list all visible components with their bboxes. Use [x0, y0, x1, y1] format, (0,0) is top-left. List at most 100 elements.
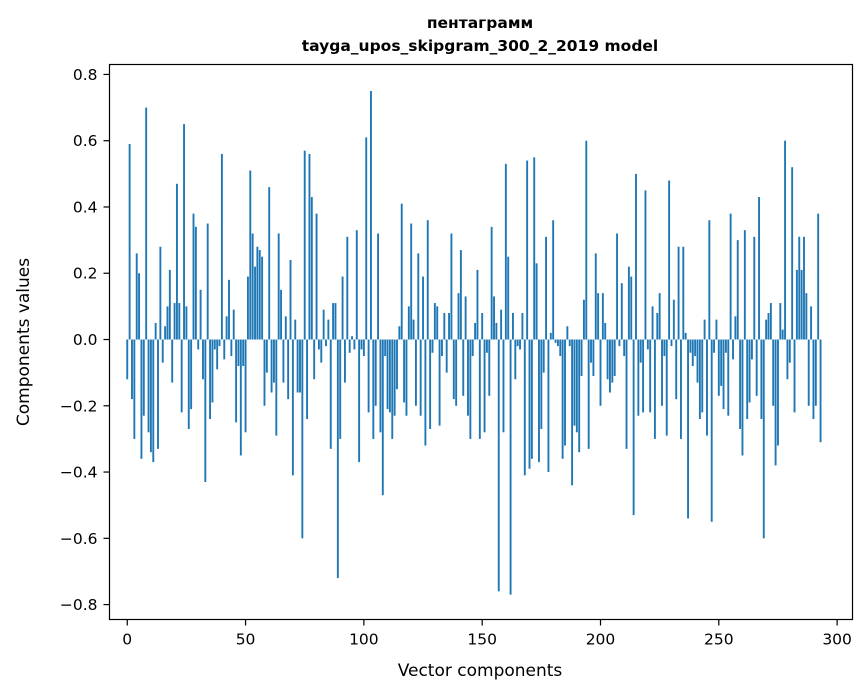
bar-184 [561, 339, 564, 459]
x-tick-label: 100 [349, 631, 379, 649]
bar-43 [228, 279, 230, 340]
bar-100 [362, 339, 365, 357]
bar-274 [774, 339, 777, 466]
x-tick-label: 0 [122, 631, 132, 649]
bar-291 [814, 339, 817, 406]
bar-39 [218, 339, 221, 347]
bar-8 [145, 107, 148, 340]
bar-190 [575, 339, 578, 433]
bar-164 [514, 339, 517, 380]
bar-223 [653, 339, 656, 439]
bar-243 [701, 339, 704, 413]
bar-96 [353, 339, 356, 350]
bar-220 [646, 339, 649, 350]
bar-112 [391, 339, 394, 439]
bar-9 [147, 339, 150, 433]
bar-224 [656, 313, 659, 340]
bar-247 [710, 339, 713, 522]
bar-36 [211, 339, 214, 403]
bar-134 [443, 313, 446, 340]
bar-111 [388, 339, 391, 413]
bar-51 [246, 276, 249, 340]
bar-25 [185, 306, 188, 340]
bar-55 [256, 246, 259, 340]
bar-180 [552, 220, 555, 340]
bar-130 [433, 303, 436, 340]
bar-107 [379, 339, 382, 433]
bar-28 [192, 213, 195, 340]
bar-123 [417, 253, 420, 340]
chart-title: пентаграмм [427, 14, 533, 32]
bar-185 [564, 339, 566, 446]
bar-173 [535, 263, 538, 340]
bar-161 [507, 256, 510, 340]
bar-31 [199, 289, 202, 340]
bar-41 [223, 339, 226, 360]
bar-57 [261, 256, 264, 340]
bar-3 [133, 339, 136, 439]
bar-282 [793, 339, 796, 413]
y-axis-label: Components values [14, 258, 34, 426]
x-tick-label: 50 [236, 631, 256, 649]
bar-270 [765, 319, 768, 340]
bar-85 [327, 319, 330, 340]
bar-101 [365, 137, 368, 340]
bar-152 [485, 339, 488, 353]
bar-286 [803, 236, 805, 340]
bar-183 [559, 339, 562, 357]
bar-181 [554, 339, 557, 343]
bar-237 [687, 339, 689, 519]
bar-114 [396, 339, 398, 390]
bar-150 [481, 313, 484, 340]
bar-118 [405, 339, 408, 416]
bar-32 [202, 339, 204, 380]
bar-126 [424, 339, 427, 446]
bar-104 [372, 339, 375, 439]
bar-133 [441, 339, 443, 357]
bar-74 [301, 339, 304, 539]
bar-202 [604, 322, 607, 340]
bar-5 [138, 273, 141, 340]
bar-222 [651, 306, 654, 340]
bar-227 [663, 339, 666, 357]
bar-154 [490, 226, 493, 340]
bar-234 [680, 339, 682, 439]
bar-229 [668, 180, 671, 340]
bar-46 [235, 339, 238, 423]
bar-233 [677, 246, 680, 340]
bar-151 [483, 339, 486, 433]
bar-7 [142, 339, 145, 416]
bar-210 [623, 339, 626, 357]
bar-149 [478, 339, 481, 439]
bar-88 [334, 303, 337, 340]
bar-278 [784, 140, 787, 340]
bar-110 [386, 339, 389, 410]
bar-168 [523, 339, 526, 476]
bar-26 [187, 339, 190, 429]
bar-139 [455, 339, 458, 406]
bar-103 [370, 91, 372, 340]
bar-290 [812, 339, 815, 420]
bar-194 [585, 140, 588, 340]
bar-287 [805, 293, 808, 340]
bar-78 [310, 197, 313, 340]
bar-218 [642, 339, 645, 413]
bar-113 [393, 339, 396, 416]
bar-279 [786, 339, 789, 380]
bar-65 [280, 289, 282, 340]
bar-77 [308, 153, 311, 340]
bar-86 [329, 339, 332, 449]
bar-21 [175, 183, 178, 340]
bar-245 [706, 339, 708, 436]
bar-138 [452, 339, 455, 400]
bar-206 [613, 339, 616, 376]
bar-34 [206, 223, 209, 340]
bar-27 [190, 339, 193, 410]
bar-61 [270, 339, 273, 393]
bar-143 [464, 296, 467, 340]
bar-18 [168, 269, 171, 340]
y-tick-label: −0.2 [60, 397, 98, 415]
bar-187 [568, 339, 571, 347]
bar-214 [632, 339, 635, 516]
x-tick-label: 250 [704, 631, 734, 649]
